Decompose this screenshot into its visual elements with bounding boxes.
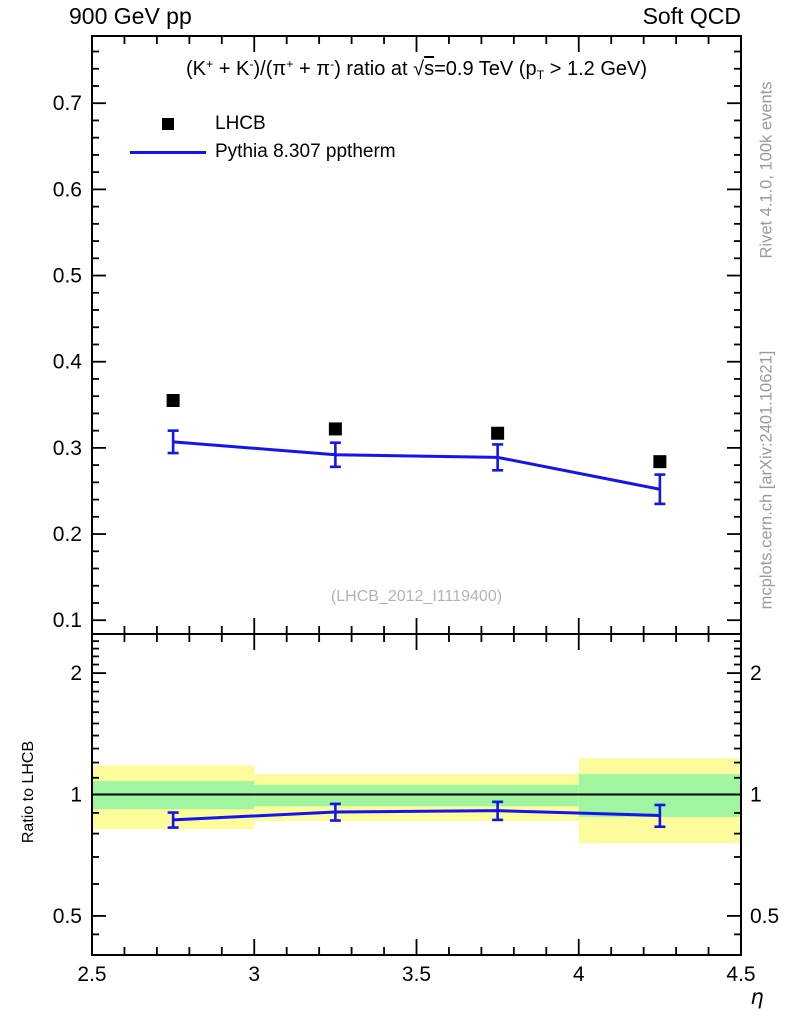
mcplots-arxiv-label: mcplots.cern.ch [arXiv:2401.10621]	[757, 350, 776, 610]
lhcb-data-point	[653, 455, 667, 469]
main-y-tick-label: 0.5	[53, 265, 82, 288]
legend-line-marker-icon	[130, 150, 206, 154]
stat-uncertainty-band	[254, 784, 417, 807]
title-segment: (K	[185, 57, 206, 80]
legend-square-marker-icon	[130, 118, 206, 130]
ratio-y-tick-label-left: 0.5	[53, 905, 82, 928]
lhcb-data-point	[328, 422, 342, 436]
title-segment: )/(	[253, 57, 273, 80]
title-segment: ) ratio at	[334, 57, 414, 80]
ratio-y-tick-label-right: 1	[750, 784, 762, 807]
x-tick-label: 3	[248, 963, 260, 986]
analysis-watermark: (LHCB_2012_I1119400)	[330, 588, 503, 605]
lhcb-data-point	[166, 393, 180, 407]
legend: LHCB Pythia 8.307 pptherm	[130, 110, 396, 166]
legend-marker-glyph	[162, 118, 174, 130]
title-segment: T	[536, 68, 545, 83]
main-y-tick-label: 0.7	[53, 92, 82, 115]
title-segment: =0.9 TeV (p	[434, 57, 537, 80]
legend-item-lhcb: LHCB	[130, 110, 396, 138]
ratio-y-tick-label-right: 0.5	[750, 905, 779, 928]
mc-ratio-line	[173, 809, 660, 822]
title-segment: +	[286, 57, 294, 71]
main-y-tick-label: 0.6	[53, 178, 82, 201]
rivet-version-label: Rivet 4.1.0, 100k events	[757, 81, 776, 259]
title-segment: + K	[213, 57, 250, 80]
x-tick-label: 3.5	[402, 963, 431, 986]
title-segment: + π	[293, 57, 331, 80]
lhcb-data-point	[491, 426, 505, 440]
title-segment: -	[330, 57, 335, 71]
main-y-tick-label: 0.3	[53, 437, 82, 460]
ratio-y-tick-label-right: 2	[750, 662, 762, 685]
stat-uncertainty-band	[416, 784, 579, 807]
plot-title: (K+ + K-)/(π+ + π-) ratio at √s=0.9 TeV …	[92, 57, 741, 82]
main-y-tick-label: 0.4	[53, 351, 83, 374]
beam-energy-label: 900 GeV pp	[69, 3, 192, 29]
title-segment: √	[413, 57, 425, 80]
x-tick-label: 4	[573, 963, 585, 986]
main-y-tick-label: 0.2	[53, 523, 82, 546]
ratio-y-tick-label-left: 1	[70, 784, 82, 807]
ratio-y-tick-label-left: 2	[70, 662, 82, 685]
title-segment: > 1.2 GeV)	[544, 57, 648, 80]
main-y-tick-label: 0.1	[53, 609, 82, 632]
legend-label: Pythia 8.307 pptherm	[215, 141, 396, 162]
title-segment: s	[424, 57, 435, 80]
ratio-y-axis-label: Ratio to LHCB	[20, 740, 37, 844]
legend-label: LHCB	[215, 113, 266, 134]
ratio-panel-frame	[91, 633, 742, 956]
x-tick-label: 2.5	[77, 963, 106, 986]
pythia-line	[173, 440, 661, 491]
title-segment: -	[249, 57, 254, 71]
title-segment: π	[272, 57, 287, 80]
legend-marker-glyph	[130, 150, 206, 154]
x-tick-label: 4.5	[726, 963, 755, 986]
title-segment: +	[205, 57, 214, 71]
process-group-label: Soft QCD	[642, 3, 741, 29]
legend-item-pythia-8-307-pptherm: Pythia 8.307 pptherm	[130, 138, 396, 166]
x-axis-label: η	[750, 985, 764, 1009]
